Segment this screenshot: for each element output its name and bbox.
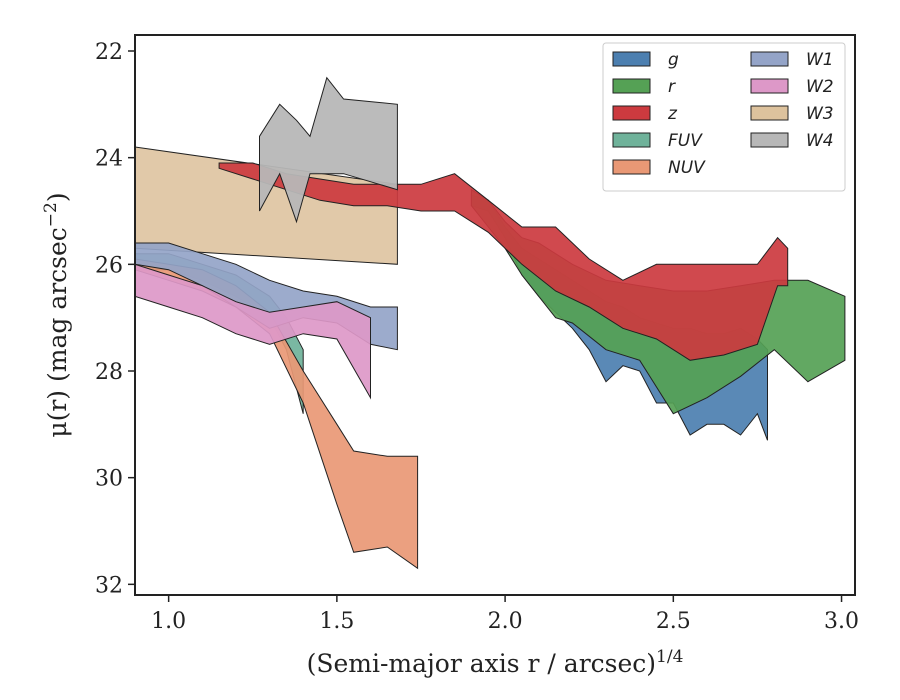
y-tick-label: 30 [95,467,123,492]
x-tick-label: 3.0 [824,609,859,634]
y-tick-label: 28 [95,360,123,385]
band-z [218,162,789,361]
y-tick-label: 32 [95,573,123,598]
legend-swatch-w3 [750,105,789,121]
legend-swatch-r [612,78,651,94]
y-tick-label: 22 [95,40,123,65]
legend: grz FUV NUV W1 W2 W3 W4 [602,42,846,192]
x-tick-label: 1.5 [319,609,354,634]
band-w2 [135,263,371,400]
legend-swatch-fuv [612,132,651,148]
legend-label-w3: W3 [806,104,834,124]
y-tick-label: 24 [95,147,123,172]
y-axis-label: μ(r) (mag arcsec−2) [41,192,72,437]
legend-swatch-z [612,105,651,121]
legend-swatch-w4 [750,132,789,148]
legend-label-nuv: NUV [668,158,706,178]
legend-label-fuv: FUV [668,131,703,151]
legend-swatch-g [612,51,651,67]
legend-swatch-w2 [750,78,789,94]
legend-label-r: r [668,77,676,97]
y-tick-label: 26 [95,253,123,278]
legend-label-w1: W1 [806,50,834,70]
legend-swatch-w1 [750,51,789,67]
legend-swatch-nuv [612,159,651,175]
x-axis-label: (Semi-major axis r / arcsec)1/4 [307,647,684,678]
x-tick-label: 2.5 [656,609,691,634]
series-bands [135,76,846,570]
x-axis-ticks: 1.0 1.5 2.0 2.5 3.0 [151,595,859,634]
plot-frame [134,34,856,596]
band-w4 [259,76,398,224]
legend-label-g: g [668,50,679,70]
legend-label-w2: W2 [806,77,834,97]
y-axis-ticks: 22 24 26 28 30 32 [95,40,135,598]
x-tick-label: 2.0 [488,609,523,634]
x-tick-label: 1.0 [151,609,186,634]
legend-label-w4: W4 [806,131,834,151]
legend-label-z: z [667,104,678,124]
